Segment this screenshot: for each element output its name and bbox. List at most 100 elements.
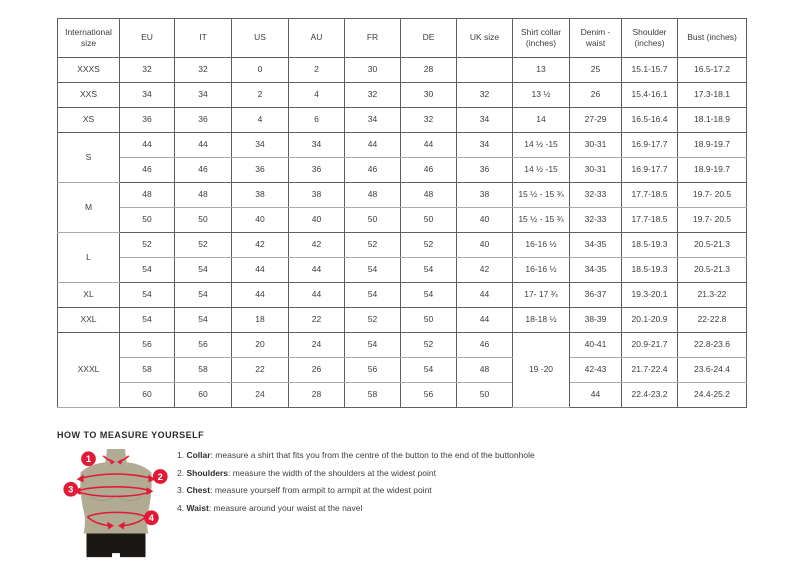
cell: 44: [569, 382, 622, 408]
step-text: : measure the width of the shoulders at …: [228, 467, 436, 478]
cell: 44: [231, 282, 289, 308]
step-text: : measure around your waist at the navel: [208, 502, 363, 513]
cell: 52: [119, 232, 175, 258]
step-text: : measure yourself from armpit to armpit…: [210, 485, 432, 495]
column-header-fr: FR: [344, 18, 401, 58]
size-label-cell: L: [57, 232, 120, 283]
size-label-cell: M: [57, 182, 120, 233]
cell: 34: [119, 82, 175, 108]
cell: 28: [400, 57, 457, 83]
cell: 22: [231, 357, 289, 383]
size-label-cell: XXXS: [57, 57, 120, 83]
collar-merged-cell: 19 -20: [512, 332, 570, 408]
column-header-bust: Bust (inches): [677, 18, 747, 58]
cell: 50: [119, 207, 175, 233]
cell: 17- 17 ¾: [512, 282, 570, 308]
cell: 14 ½ -15: [512, 132, 570, 158]
cell: 38: [231, 182, 289, 208]
cell: 40-41: [569, 332, 622, 358]
cell: 40: [456, 232, 513, 258]
cell: 54: [344, 332, 401, 358]
column-header-international-size: International size: [57, 18, 120, 58]
column-header-us: US: [231, 18, 289, 58]
cell: 36: [119, 107, 175, 133]
cell: 27-29: [569, 107, 622, 133]
size-label-cell: XXL: [57, 307, 120, 333]
cell: 30-31: [569, 132, 622, 158]
measure-step: 2. Shoulders: measure the width of the s…: [177, 468, 535, 478]
cell: 20.9-21.7: [621, 332, 678, 358]
cell: 20.5-21.3: [677, 232, 747, 258]
column-header-it: IT: [174, 18, 232, 58]
cell: 54: [119, 257, 175, 283]
cell: 25: [569, 57, 622, 83]
cell: 15 ½ - 15 ¾: [512, 207, 570, 233]
cell: 44: [344, 132, 401, 158]
cell: 56: [119, 332, 175, 358]
cell: 16-16 ½: [512, 257, 570, 283]
figure-markers: 1 2 3 4: [63, 451, 168, 526]
cell: 44: [288, 257, 345, 283]
cell: 42: [231, 232, 289, 258]
cell: 24: [288, 332, 345, 358]
cell: 24.4-25.2: [677, 382, 747, 408]
svg-text:3: 3: [68, 485, 73, 495]
cell: 18: [231, 307, 289, 333]
cell: 0: [231, 57, 289, 83]
cell: 16-16 ½: [512, 232, 570, 258]
column-header-shirt-collar: Shirt collar (inches): [512, 18, 570, 58]
size-label-cell: XS: [57, 107, 120, 133]
cell: 32: [119, 57, 175, 83]
cell: 2: [288, 57, 345, 83]
cell: 54: [400, 357, 457, 383]
cell: 14 ½ -15: [512, 157, 570, 183]
cell: 32-33: [569, 207, 622, 233]
cell: 60: [119, 382, 175, 408]
cell: 4: [288, 82, 345, 108]
cell: 30-31: [569, 157, 622, 183]
column-header-denim-waist: Denim - waist: [569, 18, 622, 58]
cell: 50: [400, 307, 457, 333]
cell: 44: [174, 132, 232, 158]
cell: 38: [288, 182, 345, 208]
mannequin-figure: 1 2 3 4: [57, 446, 175, 564]
cell: 18.5-19.3: [621, 257, 678, 283]
step-number: 2.: [177, 467, 185, 478]
cell: 36: [231, 157, 289, 183]
cell: 4: [231, 107, 289, 133]
cell: 54: [174, 307, 232, 333]
cell: 52: [344, 307, 401, 333]
size-chart-table: International size EU IT US AU FR DE UK …: [57, 18, 747, 408]
step-number: 3.: [177, 485, 185, 495]
cell: 46: [119, 157, 175, 183]
cell: 20: [231, 332, 289, 358]
table-row: 46 46 36 36 46 46 36 14 ½ -15 30-31 16.9…: [58, 157, 747, 183]
cell: 13: [512, 57, 570, 83]
cell: 34: [288, 132, 345, 158]
cell: 52: [174, 232, 232, 258]
cell: [456, 57, 513, 83]
cell: 16.9-17.7: [621, 132, 678, 158]
cell: 22: [288, 307, 345, 333]
cell: 32: [344, 82, 401, 108]
cell: 20.5-21.3: [677, 257, 747, 283]
table-row: 58 58 22 26 56 54 48 42-43 21.7-22.4 23.…: [58, 357, 747, 383]
measure-step: 4. Waist: measure around your waist at t…: [177, 503, 535, 513]
cell: 46: [174, 157, 232, 183]
size-label-cell: XL: [57, 282, 120, 308]
cell: 60: [174, 382, 232, 408]
svg-text:1: 1: [86, 454, 91, 464]
cell: 42: [456, 257, 513, 283]
step-number: 1.: [177, 450, 185, 460]
cell: 58: [119, 357, 175, 383]
cell: 30: [400, 82, 457, 108]
table-row: XXS 34 34 2 4 32 30 32 13 ½ 26 15.4-16.1…: [57, 82, 747, 108]
cell: 30: [344, 57, 401, 83]
table-row: XXL 54 54 18 22 52 50 44 18-18 ½ 38-39 2…: [57, 307, 747, 333]
cell: 44: [456, 282, 513, 308]
table-row: S 44 44 34 34 44 44 34 14 ½ -15 30-31 16…: [57, 132, 747, 183]
measure-step: 3. Chest: measure yourself from armpit t…: [177, 485, 535, 495]
cell: 32: [400, 107, 457, 133]
cell: 54: [174, 282, 232, 308]
cell: 14: [512, 107, 570, 133]
